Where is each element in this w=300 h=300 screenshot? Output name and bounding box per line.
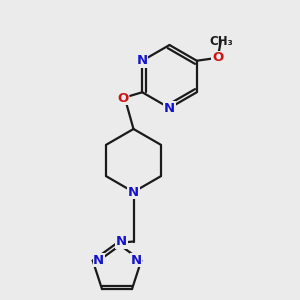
Text: O: O: [117, 92, 128, 105]
Text: CH₃: CH₃: [209, 35, 233, 48]
Text: N: N: [93, 254, 104, 266]
Text: N: N: [116, 235, 127, 248]
Text: O: O: [212, 51, 224, 64]
Text: N: N: [164, 101, 175, 115]
Text: N: N: [130, 254, 141, 266]
Text: N: N: [128, 185, 139, 199]
Text: N: N: [137, 54, 148, 67]
